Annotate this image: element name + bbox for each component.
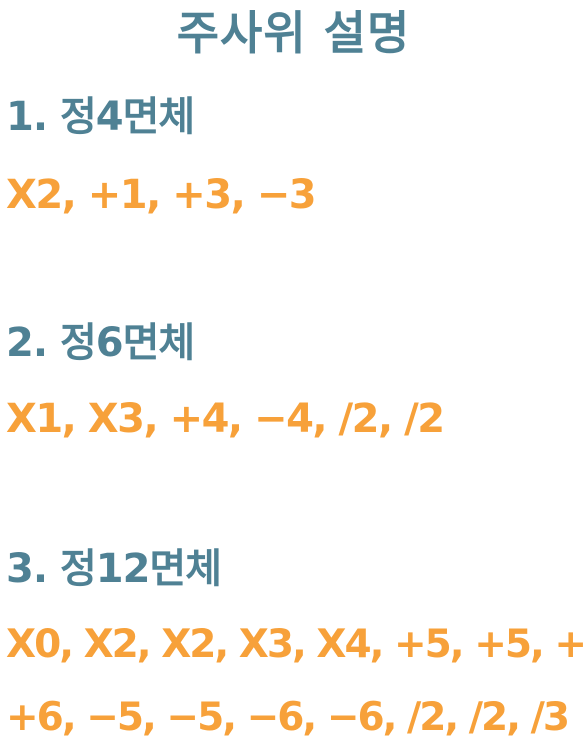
section-heading-dodecahedron: 3. 정12면체 — [6, 546, 222, 592]
section-heading-cube: 2. 정6면체 — [6, 320, 195, 366]
face-values-cube: X1, X3, +4, −4, /2, /2 — [6, 396, 445, 442]
face-values-dodecahedron-line-2: +6, −5, −5, −6, −6, /2, /2, /3 — [6, 695, 570, 740]
section-heading-tetrahedron: 1. 정4면체 — [6, 94, 195, 140]
page-title: 주사위 설명 — [176, 6, 411, 60]
face-values-tetrahedron: X2, +1, +3, −3 — [6, 172, 317, 218]
face-values-dodecahedron-line-1: X0, X2, X2, X3, X4, +5, +5, +6, — [6, 622, 587, 667]
